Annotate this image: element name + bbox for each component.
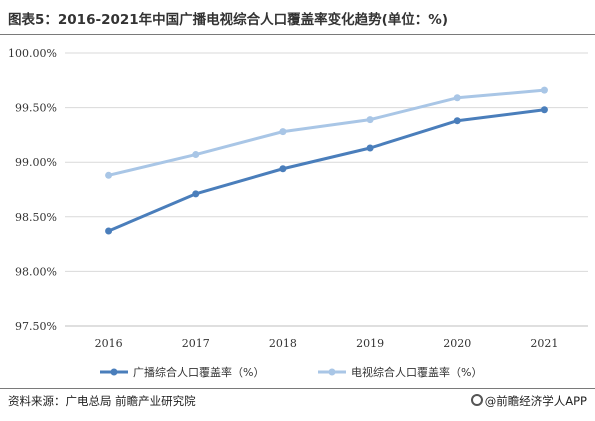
series-1-point-4 [453,94,461,102]
series-0-point-5 [540,106,548,114]
y-tick-label-2: 98.50% [15,211,57,224]
legend-swatch-marker-0 [110,368,118,376]
series-0-point-4 [453,117,461,125]
y-tick-label-3: 99.00% [15,156,57,169]
x-tick-label-4: 2020 [443,337,471,350]
y-tick-label-4: 99.50% [15,102,57,115]
y-tick-label-0: 97.50% [15,320,57,333]
series-0-point-3 [366,144,374,152]
series-line-1 [108,88,545,177]
x-tick-label-5: 2021 [530,337,558,350]
series-line-0 [107,108,545,233]
series-0-point-1 [192,190,200,198]
series-1-point-5 [540,86,548,94]
brand-logo-icon [470,394,483,406]
legend-label-1: 电视综合人口覆盖率（%） [351,365,482,379]
brand-label: @前瞻经济学人APP [484,394,587,408]
series-1-point-3 [366,116,374,124]
x-tick-label-2: 2018 [269,337,297,350]
series-1-point-1 [192,151,200,159]
source-note: 资料来源：广电总局 前瞻产业研究院 [8,394,196,408]
series-0-point-0 [105,227,113,235]
legend-swatch-marker-1 [328,368,336,376]
footer-divider [0,388,595,389]
legend-label-0: 广播综合人口覆盖率（%） [133,365,264,379]
chart-title: 图表5：2016-2021年中国广播电视综合人口覆盖率变化趋势(单位：%) [8,12,449,28]
x-tick-label-1: 2017 [182,337,210,350]
brand-credit: @前瞻经济学人APP [470,393,587,409]
y-tick-label-1: 98.00% [15,265,57,278]
series-1-point-2 [279,128,287,136]
title-divider [0,34,595,35]
x-tick-label-3: 2019 [356,337,384,350]
x-tick-label-0: 2016 [95,337,123,350]
series-1-point-0 [105,171,113,179]
series-0-point-2 [279,165,287,173]
y-tick-label-5: 100.00% [8,47,57,60]
